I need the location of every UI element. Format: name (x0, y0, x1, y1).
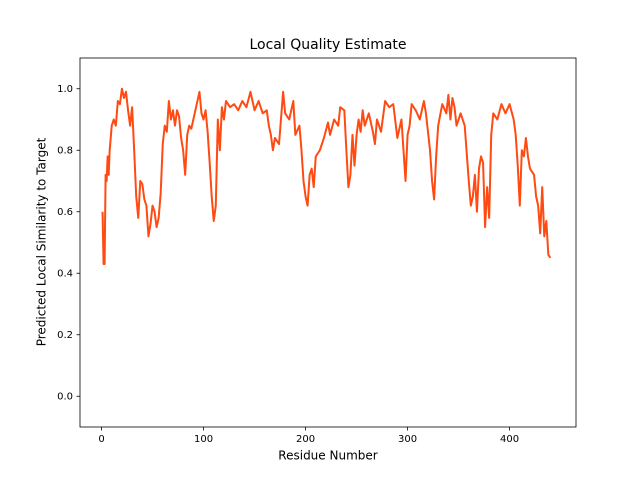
plot-frame (79, 57, 577, 428)
y-tick-label: 0.0 (57, 391, 73, 402)
x-tick-label: 100 (194, 434, 213, 445)
data-line (101, 87, 552, 266)
x-tick-label: 200 (296, 434, 315, 445)
y-tick-label: 0.2 (57, 330, 73, 341)
x-axis-label: Residue Number (278, 449, 377, 463)
y-tick-label: 0.4 (57, 268, 73, 279)
chart-title: Local Quality Estimate (249, 37, 406, 53)
y-tick-label: 0.6 (57, 207, 73, 218)
x-tick-label: 0 (98, 434, 104, 445)
x-tick-label: 300 (398, 434, 417, 445)
y-tick-label: 0.8 (57, 145, 73, 156)
y-axis-label: Predicted Local Similarity to Target (35, 137, 49, 346)
y-tick-label: 1.0 (57, 84, 73, 95)
x-tick-label: 400 (500, 434, 519, 445)
